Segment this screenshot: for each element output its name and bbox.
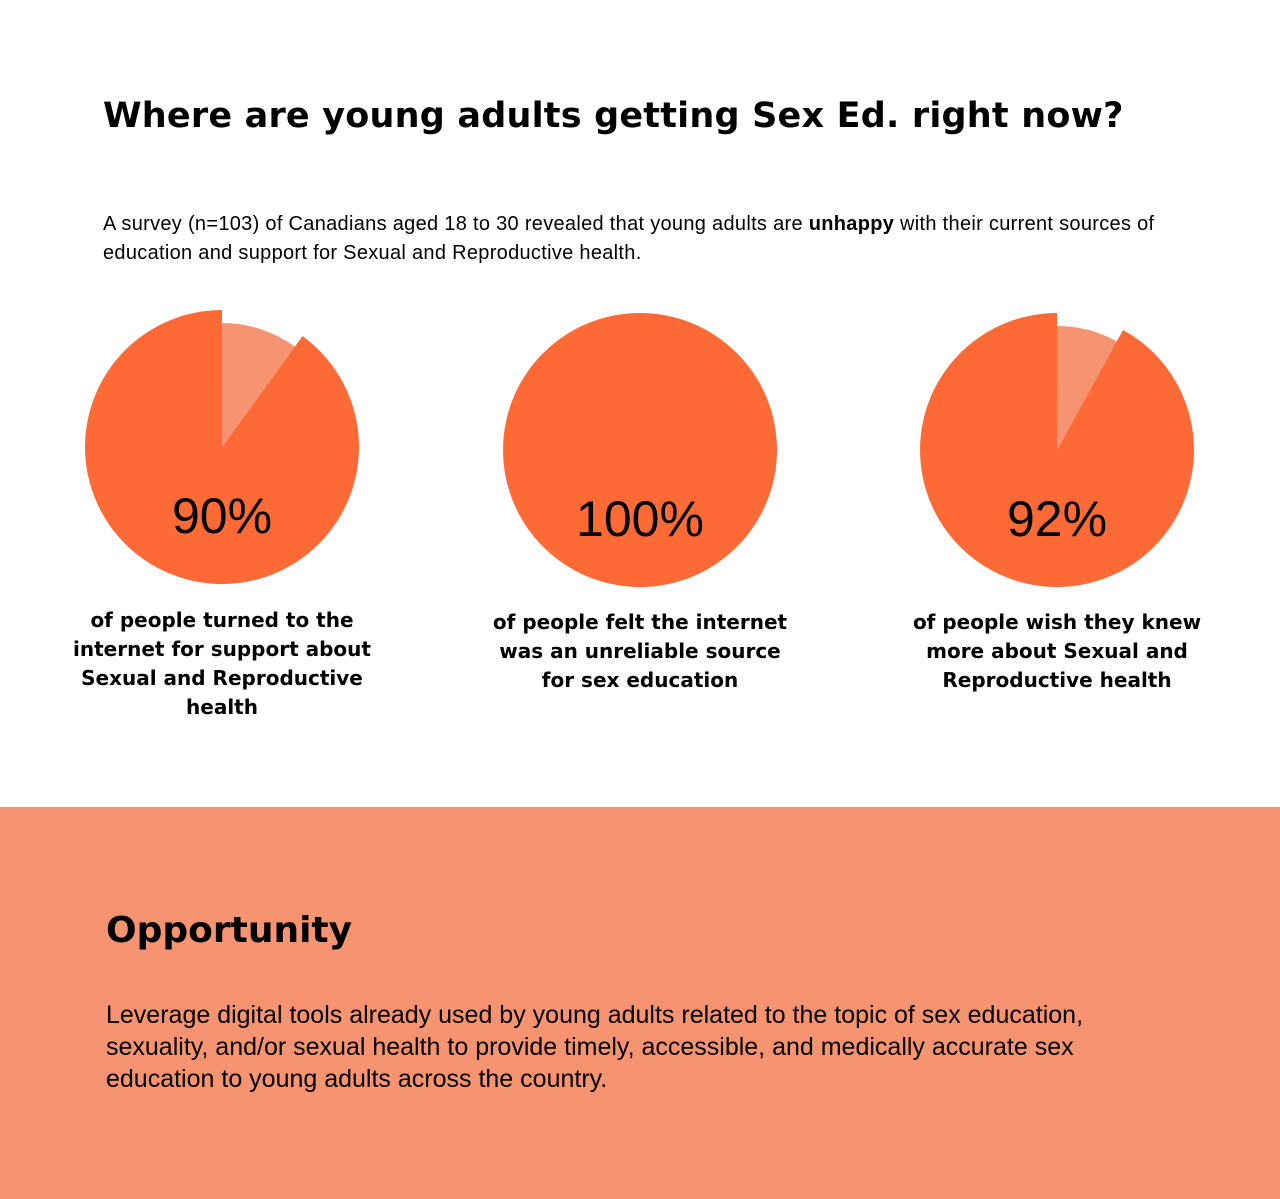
- intro-text: A survey (n=103) of Canadians aged 18 to…: [103, 210, 1203, 268]
- intro-emphasis: unhappy: [808, 213, 895, 235]
- pie-caption-1: of people turned to the internet for sup…: [73, 608, 371, 719]
- pie-slice-main: [919, 313, 1194, 587]
- intro-before: A survey (n=103) of Canadians aged 18 to…: [103, 213, 809, 235]
- pie-value-label: 90%: [172, 488, 272, 544]
- page-title: Where are young adults getting Sex Ed. r…: [103, 96, 1124, 136]
- pie-slice-rest: [222, 323, 295, 447]
- pie-slice-rest: [1057, 326, 1117, 450]
- pie-slice-main: [84, 310, 359, 584]
- pie-charts: 90% 100% 92%: [84, 310, 1194, 587]
- pie-caption-2: of people felt the internet was an unrel…: [492, 610, 788, 692]
- pie-value-label: 92%: [1007, 491, 1107, 547]
- opportunity-heading: Opportunity: [106, 910, 353, 951]
- intro-after: with their current sources of education …: [103, 213, 1155, 264]
- opportunity-body: Leverage digital tools already used by y…: [106, 1001, 1084, 1093]
- pie-slice-main: [503, 313, 777, 587]
- pie-caption-3: of people wish they knew more about Sexu…: [912, 610, 1202, 692]
- opportunity-section: Opportunity Leverage digital tools alrea…: [0, 807, 1280, 1199]
- pie-value-label: 100%: [576, 491, 704, 547]
